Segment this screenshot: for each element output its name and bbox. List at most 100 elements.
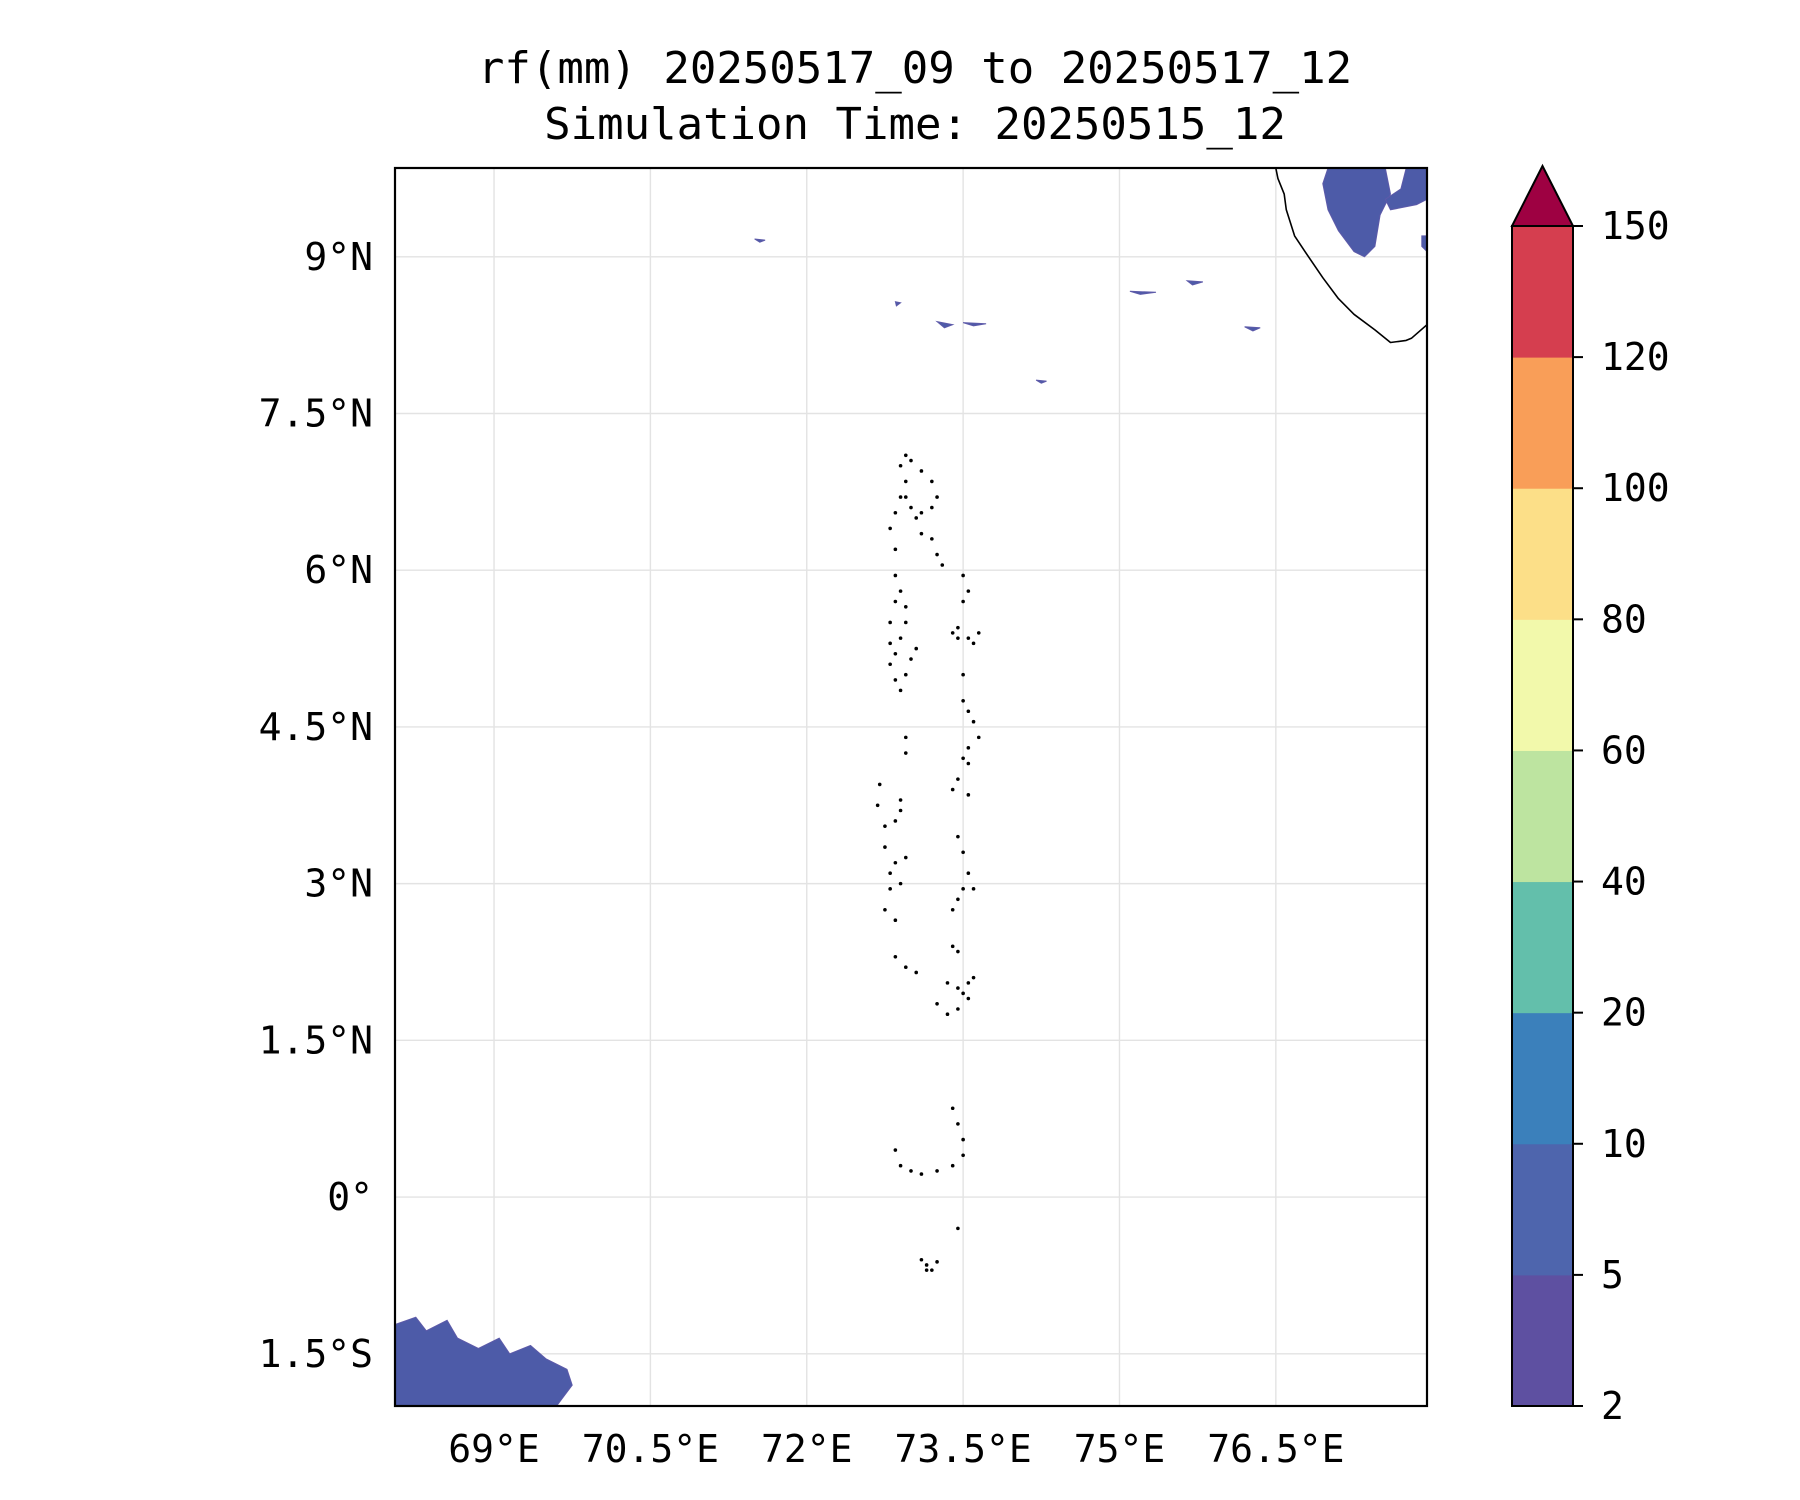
maldives-central-west-dot-7 xyxy=(914,646,919,651)
y-axis-ticks: 9°N 7.5°N 6°N 4.5°N 3°N 1.5°N 0° 1.5°S xyxy=(259,235,373,1376)
map-area xyxy=(393,166,1429,1408)
colorbar-band-8 xyxy=(1512,226,1573,358)
maldives-south-west-dot-8 xyxy=(883,845,887,849)
colorbar-band-7 xyxy=(1512,357,1573,489)
maldives-south-west-dot-12 xyxy=(898,881,903,886)
maldives-south-west-dot-5 xyxy=(893,819,898,823)
maldives-south-west-dot-6 xyxy=(898,808,903,813)
rainfall-layer xyxy=(395,168,1427,1406)
maldives-central-west-dot-0 xyxy=(893,573,898,578)
maldives-north-dot-14 xyxy=(893,547,898,552)
colorbar-label-0: 2 xyxy=(1601,1384,1624,1428)
maldives-huvadhu-dot-5 xyxy=(935,1169,939,1173)
northeast-rain-edge xyxy=(1421,235,1427,253)
maldives-south-east-dot-10 xyxy=(956,986,960,990)
maldives-central-west-dot-8 xyxy=(903,672,908,677)
rain-speck-2 xyxy=(935,320,955,329)
maldives-north xyxy=(888,453,945,567)
colorbar-band-6 xyxy=(1512,488,1573,620)
maldives-south-west-dot-11 xyxy=(903,855,908,860)
maldives-north-dot-2 xyxy=(919,469,924,473)
maldives-central-east-dot-1 xyxy=(966,589,971,593)
maldives-central-east-dot-7 xyxy=(956,636,960,640)
maldives-central-east-dot-4 xyxy=(966,636,971,640)
maldives-south-east-dot-16 xyxy=(935,1001,939,1006)
maldives-central-west-dot-13 xyxy=(888,620,892,625)
chart-subtitle: Simulation Time: 20250515_12 xyxy=(544,99,1286,150)
colorbar-label-1: 5 xyxy=(1601,1253,1624,1297)
maldives-south-east-dot-12 xyxy=(971,975,976,980)
maldives-south-east-dot-0 xyxy=(956,834,960,839)
x-tick-label-4: 75°E xyxy=(1074,1427,1166,1471)
colorbar-band-4 xyxy=(1512,750,1573,883)
maldives-huvadhu-dot-1 xyxy=(956,1122,960,1126)
maldives-south-east xyxy=(935,834,976,1017)
maldives-south-west-dot-9 xyxy=(888,871,892,875)
colorbar-label-7: 100 xyxy=(1601,466,1670,510)
maldives-central-east-dot-0 xyxy=(961,573,965,578)
maldives-huvadhu-dot-7 xyxy=(909,1169,913,1173)
maldives-north-dot-18 xyxy=(903,479,908,484)
maldives-south-west-dot-17 xyxy=(903,965,908,970)
maldives-huvadhu-dot-8 xyxy=(898,1163,903,1168)
y-tick-label-4: 3°N xyxy=(304,862,373,906)
maldives-central-west-dot-12 xyxy=(888,641,892,646)
x-tick-label-5: 76.5°E xyxy=(1207,1427,1344,1471)
chart-title: rf(mm) 20250517_09 to 20250517_12 xyxy=(478,43,1352,94)
maldives-north-dot-5 xyxy=(930,505,934,510)
maldives-central-west-dot-6 xyxy=(909,657,913,661)
maldives-addu-dot-4 xyxy=(924,1263,929,1267)
maldives-central-west xyxy=(888,573,919,693)
maldives-central-west-dot-11 xyxy=(888,662,892,667)
maldives-central-east-dot-3 xyxy=(956,625,960,630)
rain-speck-4 xyxy=(1129,290,1157,295)
y-tick-label-3: 4.5°N xyxy=(259,705,373,749)
maldives-north-dot-6 xyxy=(919,510,924,515)
x-tick-label-0: 69°E xyxy=(448,1427,540,1471)
maldives-huvadhu-dot-6 xyxy=(919,1172,924,1176)
maldives-north-dot-15 xyxy=(888,526,892,531)
maldives-central-east-dot-5 xyxy=(976,631,981,635)
maldives-central-west-dot-1 xyxy=(898,589,903,593)
maldives-south-east-dot-8 xyxy=(956,949,960,954)
india-coast xyxy=(1275,168,1427,344)
colorbar-band-0 xyxy=(1512,1274,1573,1407)
maldives-huvadhu-dot-9 xyxy=(893,1148,898,1152)
x-tick-label-2: 72°E xyxy=(761,1427,853,1471)
maldives-south-west xyxy=(875,735,919,975)
maldives-addu xyxy=(919,1257,939,1272)
maldives-south-west-dot-10 xyxy=(893,860,898,865)
colorbar-band-3 xyxy=(1512,881,1573,1014)
colorbar-label-5: 60 xyxy=(1601,728,1647,772)
maldives-south-west-dot-16 xyxy=(893,954,898,959)
maldives-south-west-dot-0 xyxy=(903,735,908,740)
rain-speck-8 xyxy=(894,301,902,307)
maldives-central-east xyxy=(950,573,981,797)
maldives-central-west-dot-4 xyxy=(898,636,903,640)
maldives-north-dot-9 xyxy=(914,516,919,520)
rain-speck-5 xyxy=(1185,280,1204,286)
colorbar-extend-arrow xyxy=(1510,163,1575,227)
rain-speck-7 xyxy=(1035,379,1047,384)
maldives-south-east-dot-13 xyxy=(966,996,971,1001)
y-tick-label-6: 0° xyxy=(327,1175,373,1219)
maldives-south-west-dot-14 xyxy=(883,907,887,912)
colorbar-label-6: 80 xyxy=(1601,597,1647,641)
maldives-south-east-dot-11 xyxy=(966,981,971,985)
maldives-south-east-dot-2 xyxy=(966,871,971,875)
maldives-south-east-dot-15 xyxy=(945,1012,950,1017)
maldives-central-east-dot-8 xyxy=(950,631,955,635)
maldives-north-dot-1 xyxy=(909,458,913,463)
maldives-north-dot-0 xyxy=(903,453,908,458)
maldives-south-west-dot-7 xyxy=(898,798,903,802)
maldives-south-west-dot-2 xyxy=(877,782,882,787)
x-axis-ticks: 69°E 70.5°E 72°E 73.5°E 75°E 76.5°E xyxy=(448,1427,1344,1471)
y-tick-label-0: 9°N xyxy=(304,235,373,279)
colorbar-label-8: 120 xyxy=(1601,335,1670,379)
northeast-rain-coast xyxy=(1322,168,1392,258)
maldives-south-west-dot-3 xyxy=(875,803,880,808)
maldives-addu-dot-0 xyxy=(919,1257,924,1262)
maldives-huvadhu-dot-4 xyxy=(950,1163,955,1168)
maldives-central-east-dot-13 xyxy=(976,735,981,740)
